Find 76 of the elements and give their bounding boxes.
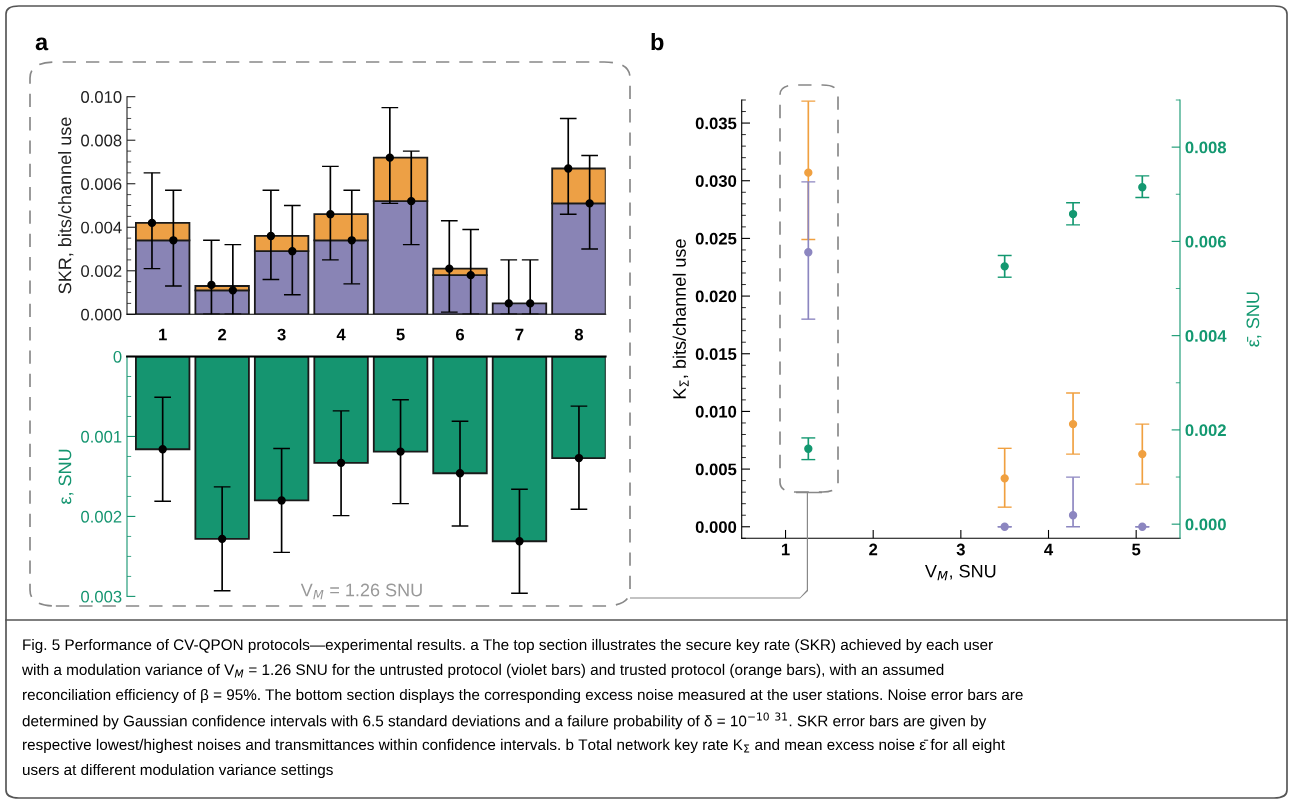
annotation: V$_{M}$ = 1.26 SNU	[300, 583, 422, 600]
y-tick-label: 0.002	[81, 265, 122, 277]
point	[336, 458, 346, 468]
y-tick-label: 0.015	[695, 348, 737, 360]
x-tick-label: 4	[336, 328, 346, 341]
y-axis-title: ε, SNU	[58, 449, 74, 504]
point	[1068, 419, 1078, 429]
y-tick-label: 0.020	[695, 290, 737, 303]
x-tick-label: 2	[869, 543, 878, 556]
text: users at different modulation variance settings	[22, 763, 333, 779]
chart-title: b	[651, 33, 664, 51]
y-tick-label: 0.004	[81, 221, 122, 234]
y-tick-label: 0.008	[81, 134, 122, 147]
bar	[194, 356, 250, 540]
y-tick-label: 0.005	[695, 463, 737, 476]
text: respective lowest/highest noises and transmittances within confidence intervals. b Total network key rate K$_{Σ}$ and mean excess noise ε̄ for all eight	[23, 738, 1005, 754]
point	[455, 469, 465, 478]
y-tick-label: 0.010	[81, 91, 122, 103]
y-axis-title: SKR, bits/channel use	[58, 117, 74, 294]
point	[1138, 449, 1147, 459]
bar	[253, 356, 310, 502]
y2-tick-label: 0.002	[1185, 424, 1226, 437]
y-tick-label: 0.025	[695, 232, 737, 245]
bar	[194, 289, 250, 315]
y-tick-label: 0.006	[81, 178, 122, 190]
point	[1138, 183, 1147, 192]
x-tick-label: 4	[1044, 543, 1054, 556]
y-tick-label: 0.003	[81, 590, 122, 603]
chart-title: a	[35, 37, 49, 51]
x-tick-label: 1	[159, 328, 167, 341]
text: with a modulation variance of V$_{M}$ = 1.26 SNU for the untrusted protocol (violet bars) and trusted protocol (orange bars), with an assumed	[21, 663, 944, 679]
y2-tick-label: 0.000	[1185, 518, 1226, 531]
y2-tick-label: 0.006	[1185, 235, 1226, 248]
point	[217, 534, 227, 543]
y2-tick-label: 0.004	[1185, 330, 1227, 342]
point	[515, 537, 524, 546]
x-tick-label: 6	[455, 328, 465, 341]
text: determined by Gaussian confidence intervals with 6.5 standard deviations and a failure probability of δ = 10$^{−10 31}$. SKR error bars are given by	[22, 712, 987, 730]
x-tick-label: 2	[218, 328, 227, 341]
text: reconciliation efficiency of β = 95%. The bottom section displays the corresponding excess noise measured at the user stations. Noise error bars are	[23, 688, 1023, 704]
y-axis-title: K$_{Σ}$, bits/channel use	[672, 239, 689, 399]
bar	[432, 356, 488, 475]
y-tick-label: 0.010	[695, 405, 737, 418]
x-tick-label: 5	[1132, 543, 1141, 556]
y-tick-label: 0.002	[81, 510, 122, 523]
x-tick-label: 3	[956, 543, 965, 556]
x-tick-label: 5	[396, 328, 405, 341]
y-tick-label: 0.000	[81, 308, 122, 321]
x-tick-label: 8	[574, 328, 584, 341]
point	[1000, 474, 1009, 483]
y-tick-label: 0.035	[695, 117, 737, 130]
point	[1068, 209, 1078, 219]
bar	[372, 356, 429, 453]
y-tick-label: 0.030	[695, 175, 737, 187]
bar	[551, 356, 606, 459]
point	[1000, 262, 1009, 271]
y2-axis-title: ε̄, SNU	[1246, 292, 1262, 347]
x-axis-title: V$_{M}$, SNU	[925, 564, 996, 581]
caption: Fig. 5 Performance of CV-QPON protocols—experimental results. a The top section illustrates the secure key rate (SKR) achieved by each user	[23, 638, 993, 654]
y-tick-label: 0.001	[81, 430, 122, 443]
x-tick-label: 1	[781, 543, 790, 556]
point	[158, 445, 167, 454]
y-tick-label: 0.000	[695, 521, 737, 533]
point	[804, 248, 813, 257]
point	[1068, 511, 1078, 520]
x-tick-label: 3	[277, 328, 286, 341]
bar	[313, 356, 369, 464]
bar	[491, 356, 548, 543]
x-tick-label: 7	[515, 328, 524, 341]
point	[277, 496, 286, 505]
point	[804, 168, 813, 177]
point	[396, 447, 405, 456]
y-tick-label: 0	[113, 350, 122, 363]
y2-tick-label: 0.008	[1185, 141, 1227, 154]
point	[804, 444, 813, 453]
point	[574, 453, 584, 463]
